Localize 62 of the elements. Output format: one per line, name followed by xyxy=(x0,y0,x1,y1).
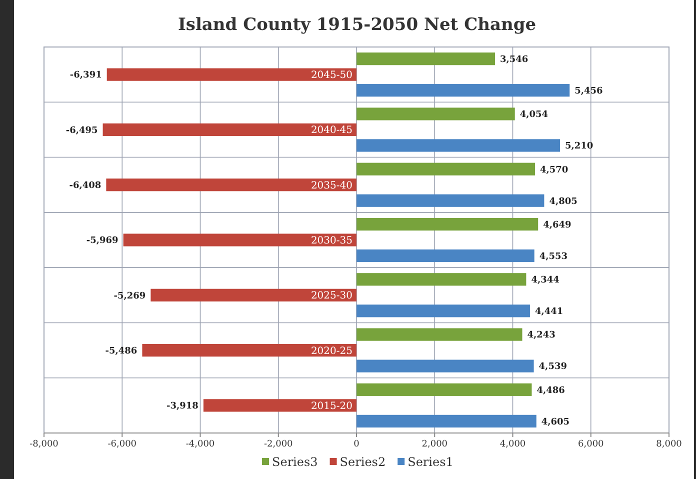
data-label: 4,243 xyxy=(527,330,556,341)
x-tick-label: 2,000 xyxy=(422,439,448,450)
x-tick-label: 4,000 xyxy=(500,439,526,450)
legend-label: Series1 xyxy=(408,455,454,469)
bar xyxy=(203,399,356,412)
y-tick-label: 2030-35 xyxy=(310,236,352,246)
y-tick-label: 2020-25 xyxy=(310,346,352,357)
data-label: 4,605 xyxy=(541,417,570,428)
data-label: 5,210 xyxy=(565,142,594,152)
bar xyxy=(356,273,526,286)
y-tick-label: 2025-30 xyxy=(310,290,352,302)
bar xyxy=(356,218,538,231)
bar xyxy=(356,328,522,341)
data-label: -6,408 xyxy=(69,181,102,192)
data-label: 4,553 xyxy=(539,252,568,262)
x-tick-label: 8,000 xyxy=(656,439,682,450)
data-label: -5,969 xyxy=(86,236,118,246)
data-label: 4,344 xyxy=(531,276,560,286)
legend-label: Series3 xyxy=(272,455,318,469)
data-label: 4,441 xyxy=(534,307,564,318)
data-label: -5,486 xyxy=(105,346,138,356)
bar xyxy=(102,123,356,136)
bar xyxy=(123,234,356,246)
bar xyxy=(356,249,534,262)
data-label: 4,486 xyxy=(536,386,565,396)
x-tick-label: -6,000 xyxy=(108,439,137,450)
bar xyxy=(356,414,536,428)
bar xyxy=(356,194,544,207)
data-label: -3,918 xyxy=(166,402,198,412)
bar xyxy=(356,108,515,120)
x-tick-label: -8,000 xyxy=(30,439,59,450)
data-label: 4,570 xyxy=(540,165,568,176)
y-tick-label: 2035-40 xyxy=(310,180,352,192)
data-label: 4,539 xyxy=(538,362,567,372)
data-label: -5,269 xyxy=(114,291,146,302)
x-tick-label: -2,000 xyxy=(264,439,294,450)
chart-title: Island County 1915-2050 Net Change xyxy=(178,15,536,35)
bar xyxy=(150,288,356,302)
bar xyxy=(356,84,570,97)
bar xyxy=(106,178,356,192)
x-tick-label: 0 xyxy=(354,439,360,450)
bar xyxy=(356,162,536,176)
data-label: 3,546 xyxy=(500,54,528,65)
x-tick-label: -4,000 xyxy=(186,439,215,450)
legend-label: Series2 xyxy=(340,455,386,469)
data-label: -6,391 xyxy=(70,70,102,81)
data-label: 4,805 xyxy=(549,196,578,207)
bar xyxy=(142,344,356,357)
bar xyxy=(356,52,496,66)
bar xyxy=(356,139,560,152)
bar xyxy=(356,304,530,318)
data-label: 4,649 xyxy=(543,220,572,230)
bar xyxy=(356,360,534,372)
data-label: -6,495 xyxy=(66,126,98,136)
y-tick-label: 2040-45 xyxy=(310,125,352,136)
x-tick-label: 6,000 xyxy=(578,439,604,450)
y-tick-label: 2015-20 xyxy=(310,400,352,412)
bar xyxy=(356,383,532,396)
y-tick-label: 2045-50 xyxy=(310,70,352,82)
data-label: 4,054 xyxy=(520,110,548,120)
bar xyxy=(106,68,356,81)
data-label: 5,456 xyxy=(574,86,603,96)
